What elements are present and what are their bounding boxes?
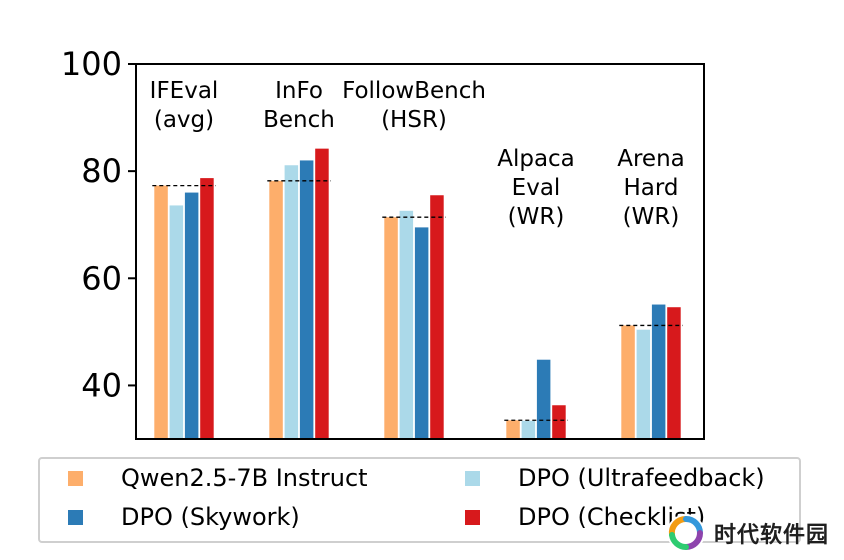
legend-item-qwen: Qwen2.5-7B Instruct [68, 464, 368, 492]
watermark: 时代软件园 [664, 509, 834, 557]
legend-swatch [465, 470, 480, 486]
legend-item-dpo-skywork: DPO (Skywork) [68, 503, 300, 531]
y-axis: 40 60 80 100 [61, 45, 136, 404]
watermark-logo-icon [667, 514, 705, 552]
bar [399, 210, 414, 439]
bar [200, 178, 214, 440]
bar [154, 185, 168, 439]
bar [414, 227, 429, 439]
y-tick-label: 100 [61, 45, 122, 83]
bar [169, 205, 184, 439]
category-label: IFEval (avg) [150, 78, 219, 133]
legend-swatch [465, 509, 480, 525]
y-tick-label: 80 [81, 152, 122, 190]
bars-group [154, 148, 681, 440]
category-label: Alpaca Eval (WR) [497, 146, 575, 230]
legend-swatch [68, 470, 83, 486]
watermark-text: 时代软件园 [714, 523, 830, 548]
bar [315, 148, 329, 439]
legend-label: DPO (Skywork) [121, 503, 300, 531]
bar [384, 217, 398, 439]
category-label: InFo Bench [263, 78, 335, 133]
plot-frame [135, 63, 705, 440]
bar [521, 420, 536, 439]
bar [621, 325, 635, 439]
legend-label: Qwen2.5-7B Instruct [121, 464, 368, 492]
bar [184, 192, 199, 439]
category-label: FollowBench (HSR) [342, 78, 486, 133]
bar [651, 304, 666, 439]
bar [636, 329, 651, 439]
category-label: Arena Hard (WR) [617, 146, 685, 230]
legend-label: DPO (Ultrafeedback) [518, 464, 765, 492]
y-tick-label: 40 [81, 366, 122, 404]
bar [536, 359, 551, 439]
bar [430, 195, 444, 439]
bar [552, 405, 566, 439]
bar [506, 420, 520, 439]
legend-item-dpo-ultrafeedback: DPO (Ultrafeedback) [465, 464, 765, 492]
bar [269, 180, 283, 440]
baselines-group [152, 180, 683, 421]
bar [284, 165, 299, 439]
bar [667, 307, 681, 439]
y-tick-label: 60 [81, 259, 122, 297]
legend-swatch [68, 509, 83, 525]
bar [299, 160, 314, 439]
